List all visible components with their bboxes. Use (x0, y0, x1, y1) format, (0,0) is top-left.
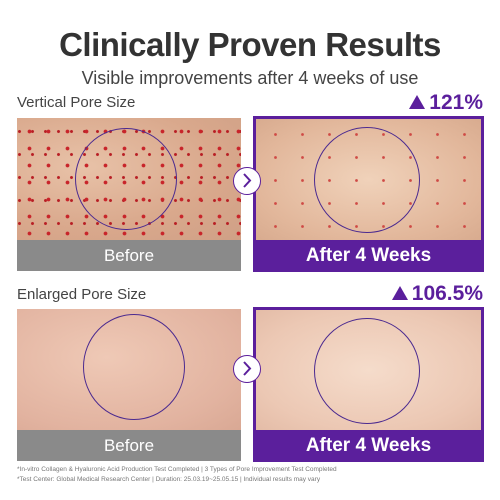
stat-value: 121% (429, 91, 483, 114)
focus-ring (83, 314, 185, 420)
stat-value: 106.5% (411, 282, 483, 305)
stat: 121% (408, 91, 483, 115)
before-image (17, 118, 241, 240)
title: Clinically Proven Results (59, 26, 441, 63)
after-label: After 4 Weeks (256, 430, 481, 462)
before-label: Before (17, 240, 241, 271)
focus-ring (75, 128, 177, 230)
up-icon (391, 286, 408, 300)
arrow-icon (233, 355, 261, 383)
arrow-icon (233, 167, 261, 195)
after-label: After 4 Weeks (256, 240, 481, 272)
footnote: *In-vitro Collagen & Hyaluronic Acid Pro… (17, 466, 337, 473)
chevron (243, 361, 252, 376)
before-label: Before (17, 430, 241, 461)
after-image (256, 310, 481, 430)
after-image (256, 119, 481, 240)
up-icon (409, 95, 426, 109)
section-label: Vertical Pore Size (17, 94, 136, 111)
footnote: *Test Center: Global Medical Research Ce… (17, 476, 321, 483)
after-box: After 4 Weeks (253, 116, 484, 272)
chevron (243, 173, 252, 188)
section-label: Enlarged Pore Size (17, 286, 147, 303)
focus-ring (314, 127, 420, 233)
after-box: After 4 Weeks (253, 307, 484, 462)
focus-ring (314, 318, 420, 424)
stat: 106.5% (391, 282, 483, 306)
subtitle: Visible improvements after 4 weeks of us… (81, 68, 419, 88)
before-image (17, 309, 241, 430)
